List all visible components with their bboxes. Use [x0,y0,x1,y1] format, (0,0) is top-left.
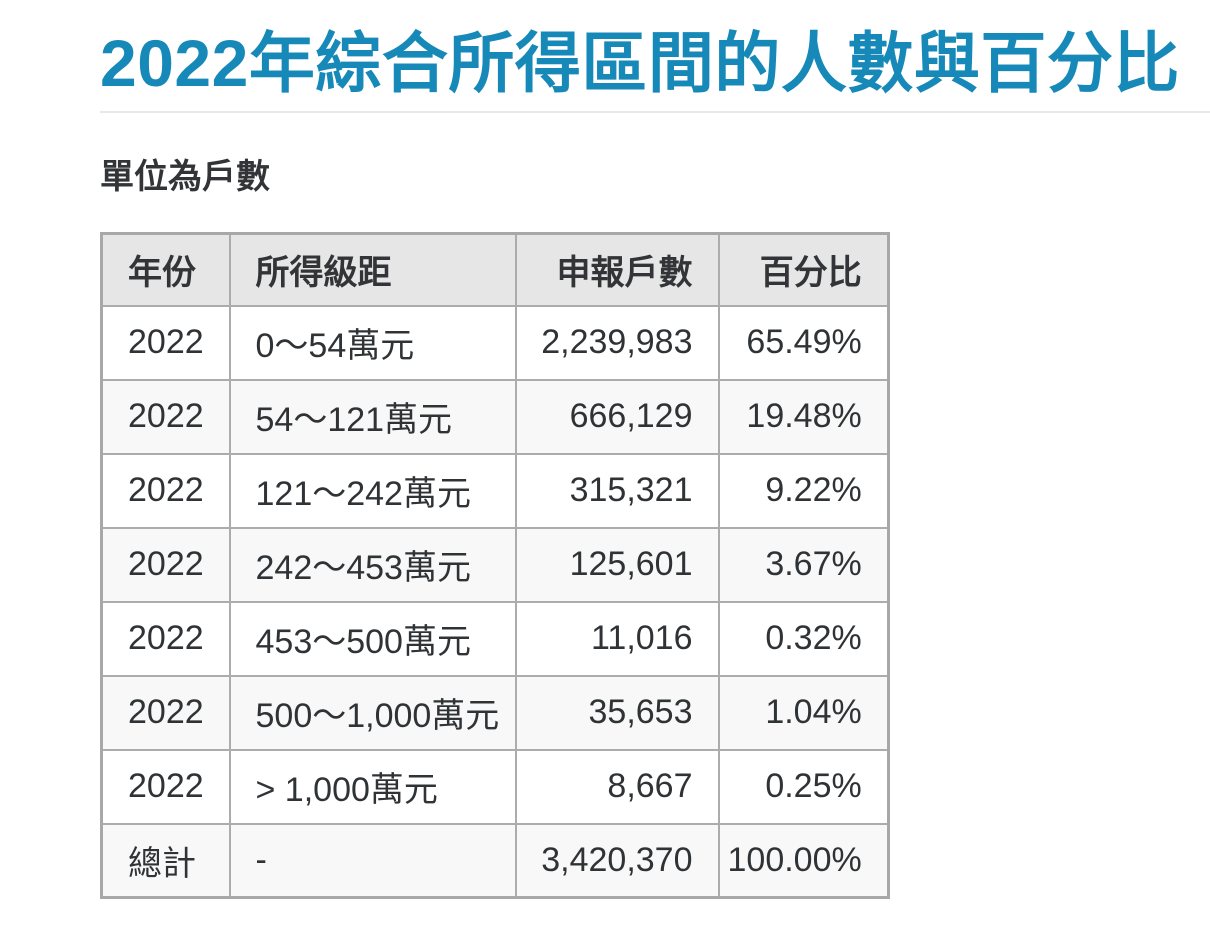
cell-income-bracket: 0～54萬元 [228,304,517,381]
cell-household-count: 315,321 [514,452,720,529]
table-row: 2022 54～121萬元 666,129 19.48% [100,378,890,455]
table-row: 2022 453～500萬元 11,016 0.32% [100,600,890,677]
cell-income-bracket: 121～242萬元 [228,452,517,529]
cell-percentage: 9.22% [717,452,890,529]
column-header-year: 年份 [100,232,231,307]
cell-household-count: 666,129 [514,378,720,455]
cell-percentage: 65.49% [717,304,890,381]
cell-year: 2022 [100,674,231,751]
cell-year: 2022 [100,600,231,677]
cell-percentage: 100.00% [717,822,890,899]
cell-household-count: 3,420,370 [514,822,720,899]
table-row: 2022 121～242萬元 315,321 9.22% [100,452,890,529]
cell-income-bracket: 500～1,000萬元 [228,674,517,751]
table-row: 2022 0～54萬元 2,239,983 65.49% [100,304,890,381]
cell-income-bracket: 453～500萬元 [228,600,517,677]
cell-income-bracket: 242～453萬元 [228,526,517,603]
income-distribution-table: 年份 所得級距 申報戶數 百分比 2022 0～54萬元 2,239,983 65.4… [100,232,890,900]
column-header-income-bracket: 所得級距 [228,232,517,307]
cell-percentage: 1.04% [717,674,890,751]
cell-year: 2022 [100,304,231,381]
cell-income-bracket: - [228,822,517,899]
cell-percentage: 0.32% [717,600,890,677]
article-content: 2022年綜合所得區間的人數與百分比 單位為戶數 年份 所得級距 申報戶數 百分… [100,26,1210,900]
table-header: 年份 所得級距 申報戶數 百分比 [100,232,890,307]
table-row: 2022 242～453萬元 125,601 3.67% [100,526,890,603]
table-row: 2022 > 1,000萬元 8,667 0.25% [100,748,890,825]
cell-percentage: 19.48% [717,378,890,455]
cell-year: 總計 [100,822,231,899]
cell-household-count: 125,601 [514,526,720,603]
cell-percentage: 0.25% [717,748,890,825]
cell-year: 2022 [100,452,231,529]
cell-year: 2022 [100,526,231,603]
cell-household-count: 2,239,983 [514,304,720,381]
cell-household-count: 11,016 [514,600,720,677]
cell-income-bracket: > 1,000萬元 [228,748,517,825]
income-table-body: 2022 0～54萬元 2,239,983 65.49% 2022 54～121萬元 666… [100,304,890,899]
table-row: 2022 500～1,000萬元 35,653 1.04% [100,674,890,751]
title-divider [100,111,1210,114]
column-header-household-count: 申報戶數 [514,232,720,307]
cell-percentage: 3.67% [717,526,890,603]
table-header-row: 年份 所得級距 申報戶數 百分比 [100,232,890,307]
unit-note: 單位為戶數 [100,158,270,197]
cell-income-bracket: 54～121萬元 [228,378,517,455]
cell-year: 2022 [100,748,231,825]
cell-year: 2022 [100,378,231,455]
page-title: 2022年綜合所得區間的人數與百分比 [100,26,1180,100]
cell-household-count: 35,653 [514,674,720,751]
cell-household-count: 8,667 [514,748,720,825]
column-header-percentage: 百分比 [717,232,890,307]
table-row: 總計 -3,420,370 100.00% [100,822,890,899]
